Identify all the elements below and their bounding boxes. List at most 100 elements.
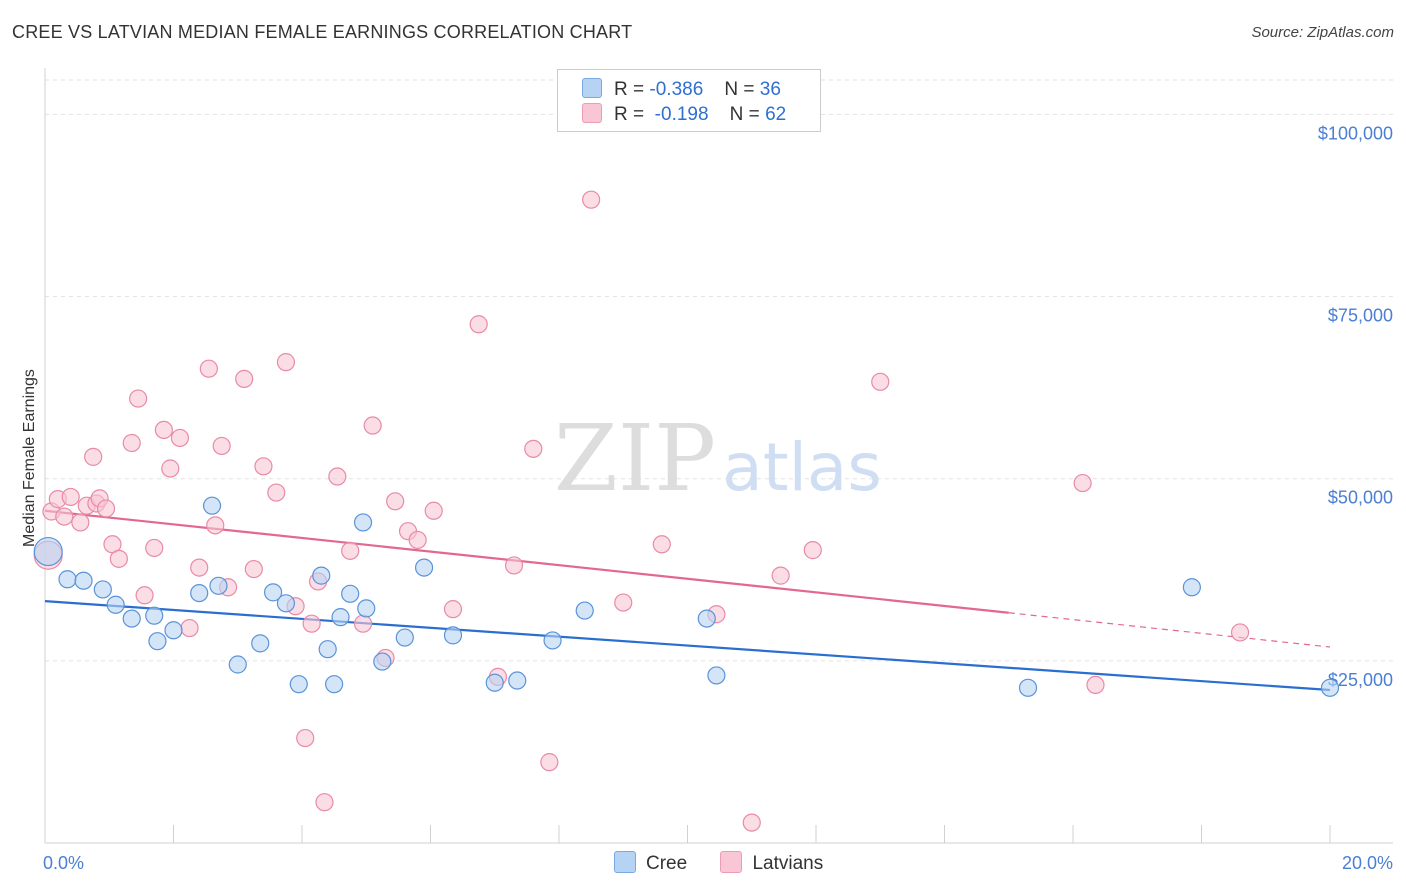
point-latvians: [386, 492, 405, 511]
legend-n-value-latvians: 62: [765, 104, 787, 125]
x-tick-label-max: 20.0%: [1342, 853, 1393, 873]
series-swatch-latvians: [720, 851, 743, 873]
point-cree: [543, 631, 562, 650]
y-tick-label: $75,000: [1328, 306, 1393, 326]
point-cree: [508, 671, 527, 690]
point-latvians: [1230, 623, 1250, 642]
point-latvians: [212, 436, 231, 456]
point-cree: [58, 570, 77, 589]
point-cree: [312, 566, 331, 585]
point-latvians: [1073, 473, 1092, 493]
point-latvians: [71, 513, 90, 532]
point-cree: [202, 496, 222, 515]
point-cree: [190, 583, 209, 603]
point-latvians: [540, 753, 559, 772]
point-latvians: [524, 439, 543, 458]
point-latvians: [443, 600, 463, 619]
point-latvians: [235, 369, 254, 388]
legend-r-value-latvians: -0.198: [654, 104, 709, 125]
point-latvians: [84, 447, 103, 466]
point-latvians: [154, 420, 173, 439]
point-latvians: [353, 614, 373, 633]
point-latvians: [96, 499, 116, 518]
point-cree: [331, 608, 350, 627]
point-cree: [228, 655, 247, 674]
axes: $25,000 $50,000 $75,000 $100,000 0.0% 20.0%: [43, 68, 1393, 873]
legend-n-label: N =: [729, 104, 760, 125]
point-latvians: [408, 530, 427, 550]
point-cree: [122, 609, 141, 628]
point-cree: [263, 583, 283, 602]
point-cree: [707, 666, 726, 685]
point-cree: [414, 558, 434, 577]
point-latvians: [504, 556, 524, 575]
point-latvians: [296, 728, 315, 748]
point-cree: [485, 673, 504, 692]
point-cree: [164, 621, 183, 640]
point-latvians: [341, 541, 360, 560]
watermark-zip: ZIP: [554, 405, 716, 512]
legend-r-value-cree: -0.386: [649, 79, 704, 100]
series-legend-latvians: Latvians: [720, 851, 823, 875]
point-latvians: [206, 516, 225, 535]
point-latvians: [254, 457, 273, 476]
point-cree: [325, 675, 344, 694]
legend-r-label: R =: [614, 79, 645, 100]
point-cree: [251, 634, 270, 653]
point-latvians: [424, 501, 443, 520]
point-latvians: [180, 618, 199, 638]
point-cree: [1182, 578, 1201, 597]
point-latvians: [55, 507, 74, 526]
point-cree: [341, 584, 360, 603]
source-label: Source: ZipAtlas.com: [1251, 24, 1394, 41]
y-axis-label: Median Female Earnings: [21, 369, 38, 547]
point-latvians: [170, 428, 190, 448]
point-latvians: [244, 559, 263, 579]
point-cree: [209, 576, 228, 595]
legend-r-label: R =: [614, 104, 645, 125]
point-cree: [276, 594, 296, 613]
point-cree: [74, 571, 93, 590]
watermark: ZIP atlas: [554, 405, 882, 512]
point-latvians: [302, 614, 321, 633]
point-cree: [93, 580, 112, 599]
y-tick-label: $25,000: [1328, 670, 1393, 690]
point-latvians: [122, 433, 141, 453]
trendline-latvians-extension: [1008, 612, 1331, 648]
point-latvians: [276, 353, 296, 372]
point-latvians: [190, 558, 209, 577]
y-tick-label: $50,000: [1328, 488, 1393, 508]
point-latvians: [742, 813, 761, 832]
legend-swatch-latvians: [582, 103, 602, 123]
point-latvians: [363, 416, 382, 435]
point-cree: [575, 601, 594, 620]
series-legend-cree: Cree: [614, 851, 687, 875]
point-latvians: [469, 315, 488, 334]
point-cree: [1018, 678, 1038, 697]
point-cree: [443, 626, 463, 645]
trendline-cree: [44, 600, 1331, 692]
point-cree: [318, 640, 337, 659]
point-cree: [1320, 678, 1340, 697]
point-cree: [395, 628, 414, 647]
watermark-atlas: atlas: [722, 429, 882, 506]
chart-title: CREE VS LATVIAN MEDIAN FEMALE EARNINGS C…: [12, 22, 633, 42]
point-latvians: [129, 389, 148, 408]
point-latvians: [803, 541, 822, 560]
point-latvians: [61, 487, 80, 507]
point-latvians: [771, 566, 790, 585]
point-latvians: [328, 467, 347, 486]
trendline-latvians: [44, 509, 1009, 614]
point-cree: [145, 606, 164, 625]
point-cree: [33, 536, 63, 567]
correlation-legend: R = -0.386 N = 36 R = -0.198 N = 62: [557, 69, 821, 132]
trendlines: [44, 509, 1331, 692]
point-latvians: [145, 538, 164, 558]
point-cree: [373, 652, 392, 671]
point-cree: [148, 632, 167, 651]
y-tick-label: $100,000: [1318, 123, 1393, 143]
legend-row-latvians: R = -0.198 N = 62: [582, 103, 786, 127]
point-cree: [357, 599, 376, 618]
data-points: [33, 190, 1340, 832]
